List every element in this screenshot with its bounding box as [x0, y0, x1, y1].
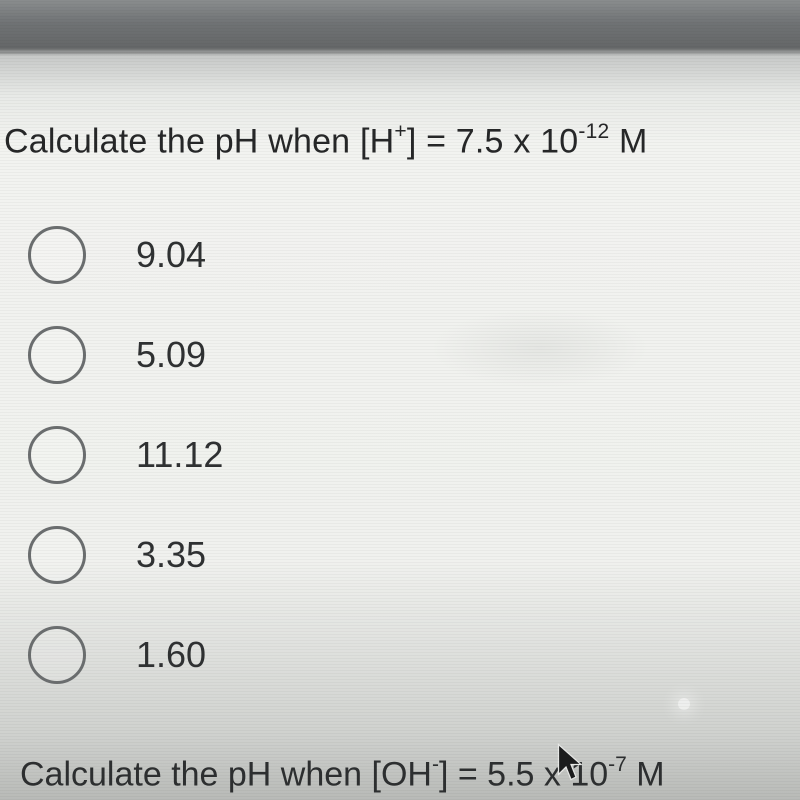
option-label: 5.09 [136, 334, 206, 376]
radio-icon[interactable] [28, 426, 86, 484]
radio-icon[interactable] [28, 626, 86, 684]
photo-artifact [430, 308, 650, 388]
q1-h-super: + [394, 120, 406, 143]
option-row[interactable]: 3.35 [28, 505, 223, 605]
photo-glare [678, 698, 690, 710]
q1-prefix: Calculate the pH when [H [4, 122, 394, 160]
q2-prefix: Calculate the pH when [OH [20, 755, 432, 793]
option-label: 3.35 [136, 534, 206, 576]
option-row[interactable]: 1.60 [28, 605, 223, 705]
q1-suffix: M [609, 122, 647, 160]
q1-mid: ] = 7.5 x 10 [407, 122, 579, 160]
option-row[interactable]: 11.12 [28, 405, 223, 505]
option-label: 9.04 [136, 234, 206, 276]
q2-mid: ] = 5.5 x 10 [439, 755, 608, 793]
radio-icon[interactable] [28, 226, 86, 284]
q2-suffix: M [627, 755, 665, 793]
option-row[interactable]: 9.04 [28, 205, 223, 305]
option-label: 11.12 [136, 434, 223, 476]
option-label: 1.60 [136, 634, 206, 676]
radio-icon[interactable] [28, 526, 86, 584]
answer-options: 9.04 5.09 11.12 3.35 1.60 [28, 205, 223, 705]
panel-divider [0, 52, 800, 54]
question-2-text: Calculate the pH when [OH-] = 5.5 x 10-7… [20, 755, 665, 794]
question-1-text: Calculate the pH when [H+] = 7.5 x 10-12… [4, 122, 796, 161]
radio-icon[interactable] [28, 326, 86, 384]
q1-exp: -12 [578, 120, 609, 143]
q2-oh-super: - [432, 753, 439, 776]
q2-exp: -7 [608, 753, 627, 776]
option-row[interactable]: 5.09 [28, 305, 223, 405]
